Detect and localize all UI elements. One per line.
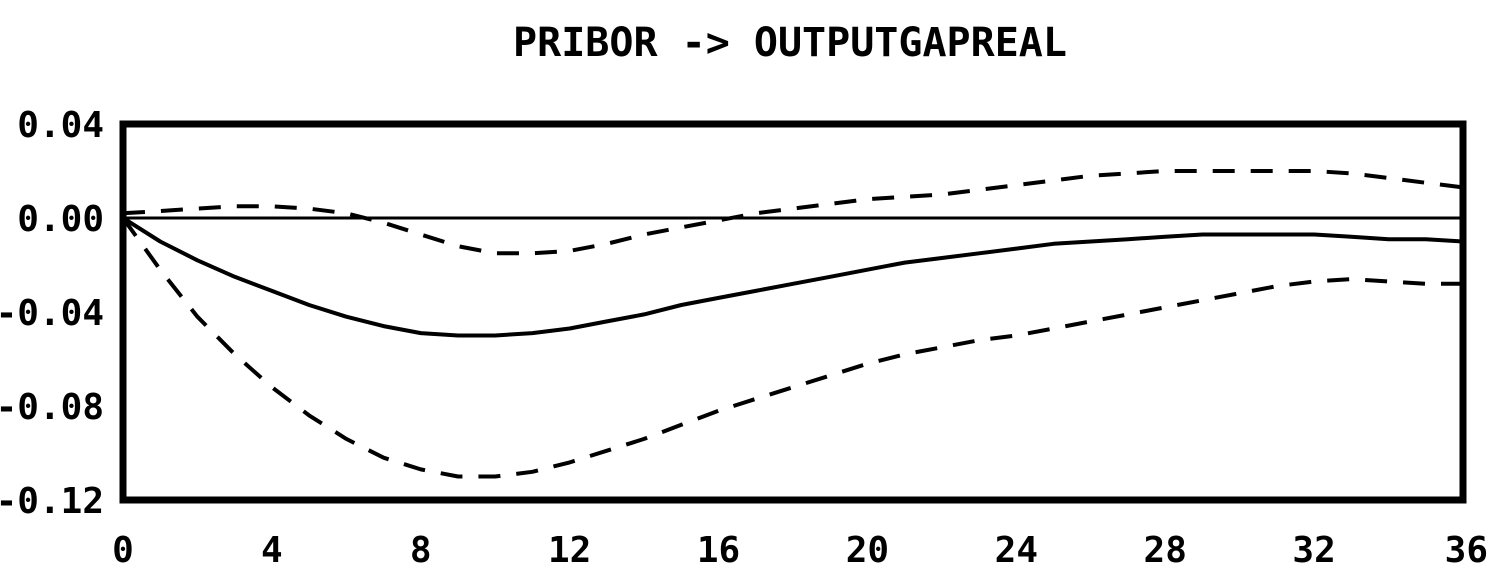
plot-frame (119, 120, 1467, 504)
confidence-band-line (122, 169, 1464, 256)
x-tick-label: 20 (846, 530, 889, 571)
confidence-band-line (121, 216, 1463, 479)
y-tick-label: -0.04 (0, 293, 104, 334)
y-tick-label: -0.12 (0, 481, 104, 522)
x-tick-label: 16 (697, 530, 740, 571)
x-tick-label: 28 (1144, 530, 1187, 571)
y-tick-label: 0.04 (17, 105, 104, 146)
x-tick-label: 32 (1292, 530, 1335, 571)
x-tick-label: 36 (1445, 530, 1488, 571)
y-tick-label: 0.00 (17, 199, 104, 240)
x-tick-label: 24 (995, 530, 1038, 571)
y-tick-labels: 0.04 0.00 -0.04 -0.08 -0.12 (0, 105, 104, 522)
chart-title: PRIBOR -> OUTPUTGAPREAL (513, 20, 1067, 66)
y-tick-label: -0.08 (0, 387, 104, 428)
x-tick-label: 12 (548, 530, 591, 571)
x-tick-label: 4 (261, 530, 283, 571)
x-tick-label: 0 (112, 530, 134, 571)
x-tick-labels: 0 4 8 12 16 20 24 28 32 36 (112, 530, 1488, 571)
x-tick-label: 8 (410, 530, 432, 571)
impulse-response-line (121, 216, 1464, 338)
series-layer (121, 169, 1464, 479)
